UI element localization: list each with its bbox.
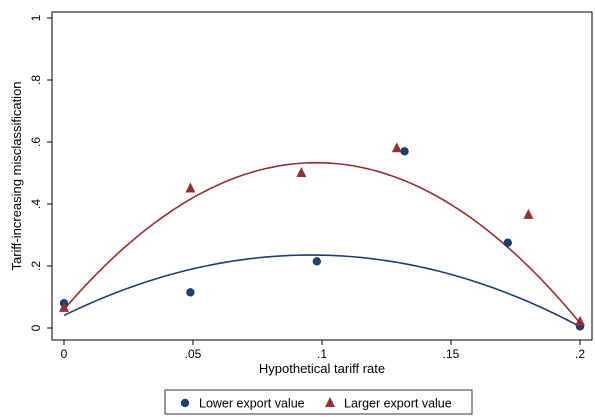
- y-axis-label: Tariff-increasing misclassification: [9, 81, 24, 270]
- data-point-series-2: [185, 182, 196, 193]
- x-tick-label: .05: [185, 347, 202, 361]
- data-point-series-2: [575, 315, 585, 326]
- fit-line-series-2: [63, 161, 581, 324]
- x-tick-label: .1: [317, 347, 327, 361]
- x-axis: 0 .05 .1 .15 .2: [61, 340, 585, 361]
- y-tick-label: .2: [29, 261, 43, 271]
- data-point-series-1: [312, 257, 322, 266]
- data-points: [59, 142, 585, 331]
- data-point-series-1: [503, 238, 512, 247]
- plot-frame: [51, 11, 593, 341]
- data-point-series-2: [296, 167, 307, 177]
- x-tick-label: .2: [575, 347, 585, 361]
- y-axis: 0 .2 .4 .6 .8 1: [29, 14, 52, 331]
- legend-label: Lower export value: [199, 397, 305, 411]
- legend-box: [164, 389, 473, 415]
- legend-label: Larger export value: [344, 397, 452, 411]
- legend: Lower export value Larger export value: [180, 397, 452, 411]
- y-tick-label: .4: [29, 199, 43, 209]
- data-point-series-2: [59, 301, 69, 312]
- x-tick-label: 0: [61, 347, 68, 361]
- legend-marker-series-1: [180, 398, 190, 408]
- data-point-series-2: [391, 142, 402, 153]
- fit-lines: [63, 161, 581, 328]
- data-point-series-1: [400, 147, 409, 156]
- y-tick-label: 1: [29, 14, 43, 21]
- fit-line-series-1: [63, 254, 581, 328]
- y-tick-label: .6: [29, 137, 43, 147]
- y-tick-label: .8: [29, 75, 43, 85]
- legend-marker-series-2: [325, 397, 335, 407]
- data-point-series-1: [186, 288, 195, 297]
- x-tick-label: .15: [443, 347, 460, 361]
- y-tick-label: 0: [29, 324, 43, 331]
- data-point-series-2: [523, 208, 534, 219]
- x-axis-label: Hypothetical tariff rate: [259, 361, 385, 376]
